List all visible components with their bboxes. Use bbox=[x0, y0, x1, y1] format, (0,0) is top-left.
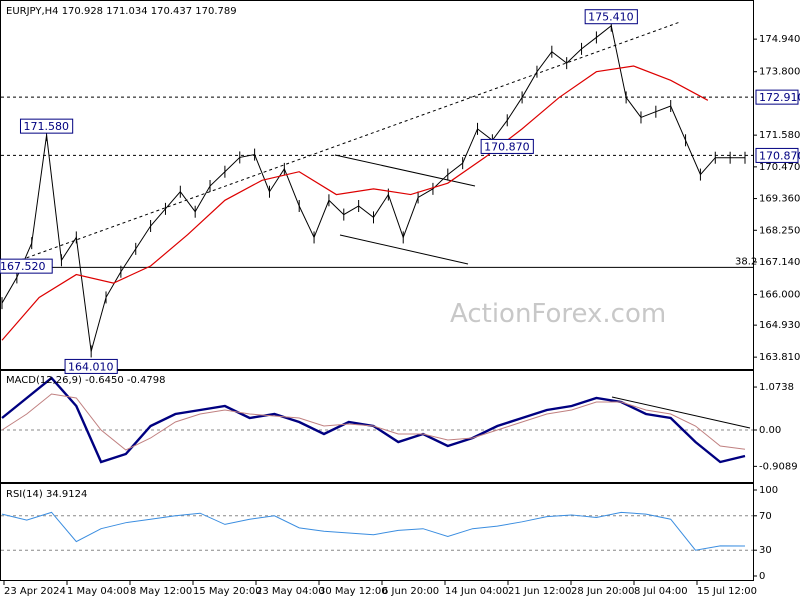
x-axis: 23 Apr 2024 1 May 04:00 8 May 12:00 15 May … bbox=[3, 581, 757, 597]
price-annotation-label: 171.580 bbox=[23, 120, 68, 133]
rsi-panel: 100 70 30 0 bbox=[1, 485, 778, 582]
price-level-tag: 170.870 bbox=[759, 149, 800, 162]
macd-title: MACD(12,26,9) -0.6450 -0.4798 bbox=[6, 375, 166, 386]
symbol-header: EURJPY,H4 170.928 171.034 170.437 170.78… bbox=[6, 6, 237, 17]
macd-line bbox=[1, 376, 746, 464]
price-y-tick-label: 169.360 bbox=[759, 194, 800, 205]
macd-y-tick-label: 0.00 bbox=[759, 425, 781, 436]
price-y-tick-label: 174.940 bbox=[759, 34, 800, 45]
x-tick-label: 8 Jul 04:00 bbox=[634, 586, 688, 597]
x-tick-label: 30 May 12:00 bbox=[319, 586, 388, 597]
macd-y-tick-label: -0.9089 bbox=[759, 461, 798, 472]
rsi-y-tick-label: 30 bbox=[759, 545, 772, 556]
price-y-tick-label: 166.000 bbox=[759, 290, 800, 301]
x-tick-label: 14 Jun 04:00 bbox=[445, 586, 509, 597]
price-y-tick-label: 164.930 bbox=[759, 320, 800, 331]
price-y-tick-label: 170.470 bbox=[759, 162, 800, 173]
price-annotation-box bbox=[19, 118, 74, 134]
rsi-line bbox=[1, 511, 746, 551]
price-level-tag-box bbox=[755, 147, 799, 163]
price-annotation-label: 167.520 bbox=[0, 260, 46, 273]
rsi-y-tick-label: 70 bbox=[759, 511, 772, 522]
price-annotation-label: 175.410 bbox=[588, 11, 634, 24]
x-tick-label: 15 Jul 12:00 bbox=[697, 586, 757, 597]
x-tick-label: 15 May 20:00 bbox=[193, 586, 262, 597]
macd-panel: 1.0738 0.00 -0.9089 bbox=[1, 376, 798, 472]
price-panel-frame bbox=[0, 0, 754, 370]
x-tick-label: 1 May 04:00 bbox=[67, 586, 129, 597]
price-annotation-box bbox=[584, 9, 638, 25]
ema-line bbox=[1, 65, 709, 341]
price-y-tick-label: 163.810 bbox=[759, 352, 800, 363]
price-y-tick-label: 171.580 bbox=[759, 130, 800, 141]
upper-trendline bbox=[3, 21, 681, 267]
price-levels: 172.910 170.870 38.2 bbox=[1, 89, 800, 268]
price-annotation-label: 164.010 bbox=[68, 360, 114, 373]
x-tick-label: 21 Jun 12:00 bbox=[508, 586, 572, 597]
fib-level-label: 38.2 bbox=[735, 256, 757, 267]
price-annotation-box bbox=[0, 258, 53, 274]
price-series bbox=[1, 19, 746, 358]
price-level-tag: 172.910 bbox=[759, 91, 800, 104]
macd-y-tick-label: 1.0738 bbox=[759, 382, 794, 393]
x-tick-label: 23 Apr 2024 bbox=[4, 586, 66, 597]
price-y-ticks: 174.940 173.800 171.580 170.470 169.360 168.2… bbox=[753, 34, 800, 363]
watermark: ActionForex.com bbox=[450, 299, 666, 329]
macd-divergence-line bbox=[611, 396, 751, 429]
rsi-y-tick-label: 0 bbox=[759, 571, 765, 582]
channel-bottom-line bbox=[339, 234, 469, 265]
x-tick-label: 28 Jun 20:00 bbox=[571, 586, 635, 597]
rsi-title: RSI(14) 34.9124 bbox=[6, 489, 87, 500]
channel-top-line bbox=[334, 154, 476, 187]
x-tick-label: 6 Jun 20:00 bbox=[382, 586, 439, 597]
x-tick-label: 23 May 04:00 bbox=[256, 586, 325, 597]
price-y-tick-label: 167.140 bbox=[759, 257, 800, 268]
macd-signal-line bbox=[1, 393, 746, 451]
x-tick-label: 8 May 12:00 bbox=[130, 586, 192, 597]
rsi-y-tick-label: 100 bbox=[759, 485, 778, 496]
price-y-tick-label: 173.800 bbox=[759, 67, 800, 78]
price-level-tag-box bbox=[755, 89, 799, 105]
price-annotation-box bbox=[480, 138, 534, 154]
price-annotations: 175.410 171.580 170.870 167.520 164.010 bbox=[0, 9, 638, 374]
price-y-tick-label: 168.250 bbox=[759, 225, 800, 236]
rsi-panel-frame bbox=[0, 483, 754, 581]
price-annotation-label: 170.870 bbox=[484, 140, 530, 153]
macd-panel-frame bbox=[0, 370, 754, 483]
price-annotation-box bbox=[64, 358, 118, 374]
